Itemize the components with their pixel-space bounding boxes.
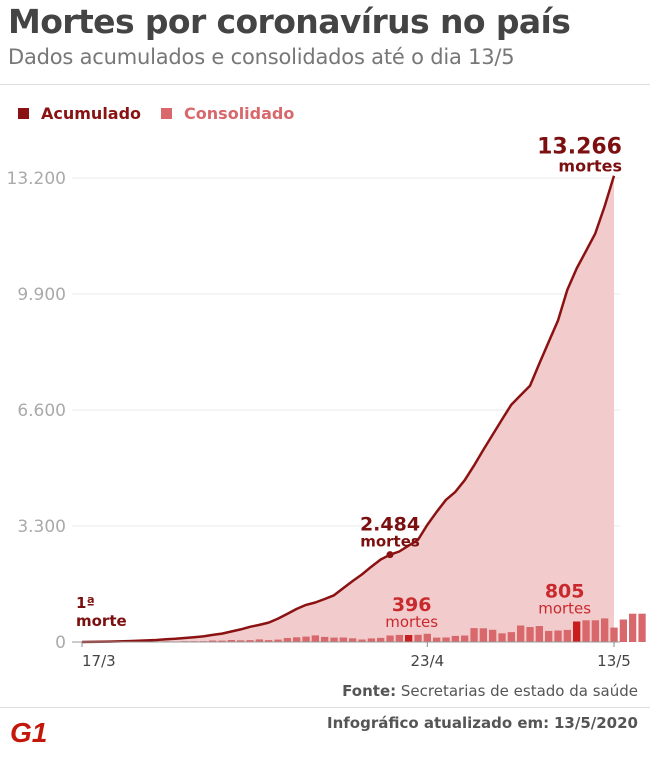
footer-divider — [0, 707, 650, 708]
consolidated-bar — [526, 627, 534, 642]
consolidated-bar — [283, 638, 291, 642]
consolidated-bar — [395, 634, 403, 642]
consolidated-bar — [629, 613, 637, 642]
header-divider — [0, 84, 650, 85]
legend-label-acumulado: Acumulado — [41, 104, 142, 123]
consolidated-bar — [302, 636, 310, 642]
consolidated-bar — [255, 639, 263, 642]
y-tick-label: 13.200 — [7, 169, 66, 189]
annotation-unit: mortes — [360, 533, 420, 551]
accumulated-line — [81, 175, 616, 644]
consolidated-bar — [311, 635, 319, 642]
legend-swatch-acumulado — [18, 108, 29, 119]
consolidated-bar — [237, 640, 245, 642]
chart-title: Mortes por coronavírus no país — [8, 2, 571, 41]
chart-legend: Acumulado Consolidado — [18, 104, 314, 123]
y-tick-label: 0 — [55, 633, 66, 653]
consolidated-bar — [265, 640, 273, 642]
source-text: Secretarias de estado da saúde — [400, 682, 638, 700]
x-tick-label: 13/5 — [597, 652, 631, 670]
annotation-value: 396 — [392, 594, 432, 616]
consolidated-bar — [610, 627, 618, 642]
legend-swatch-consolidado — [161, 108, 173, 119]
consolidated-bar — [423, 633, 431, 642]
consolidated-bar — [479, 628, 487, 642]
consolidated-bar — [293, 637, 301, 642]
consolidated-bar — [619, 619, 627, 642]
consolidated-bar — [582, 620, 590, 642]
g1-logo: G1 — [8, 716, 52, 748]
consolidated-bar — [274, 639, 282, 642]
annotation-value: 13.266 — [537, 135, 622, 160]
consolidated-bar — [601, 618, 609, 642]
consolidated-bar — [209, 640, 217, 642]
consolidated-bar — [470, 628, 478, 642]
annotation-unit: mortes — [538, 599, 591, 617]
legend-item-acumulado: Acumulado — [18, 104, 141, 123]
consolidated-bar — [367, 638, 375, 642]
consolidated-bar — [545, 630, 553, 642]
consolidated-bar-highlight — [405, 635, 413, 642]
consolidated-bar — [507, 632, 515, 642]
consolidated-bar — [414, 634, 422, 642]
consolidated-bar — [227, 640, 235, 642]
annotation-value: 2.484 — [360, 514, 420, 536]
y-tick-label: 3.300 — [17, 517, 66, 537]
legend-label-consolidado: Consolidado — [184, 104, 295, 123]
chart-subtitle: Dados acumulados e consolidados até o di… — [8, 45, 515, 69]
consolidated-bar — [517, 625, 525, 642]
consolidated-bar — [349, 638, 357, 642]
consolidated-bar — [321, 636, 329, 642]
consolidated-bar — [386, 635, 394, 642]
consolidated-bar — [330, 637, 338, 642]
updated-date: 13/5/2020 — [553, 714, 638, 732]
y-tick-label: 6.600 — [17, 401, 66, 421]
g1-logo-text: G1 — [10, 717, 47, 748]
consolidated-bar — [554, 630, 562, 642]
y-tick-label: 9.900 — [17, 285, 66, 305]
updated-label: Infográfico atualizado em: — [327, 714, 550, 732]
annotation-value: 805 — [545, 580, 585, 602]
consolidated-bar — [451, 635, 459, 642]
consolidated-bar — [358, 639, 366, 642]
annotation-first-death-ordinal: 1ª — [76, 594, 95, 612]
annotation-unit: mortes — [385, 613, 438, 631]
consolidated-bar — [442, 637, 450, 642]
accumulated-area — [82, 175, 614, 642]
legend-item-consolidado: Consolidado — [161, 104, 294, 123]
consolidated-bar — [461, 635, 469, 642]
consolidated-bar — [638, 613, 646, 642]
updated-note: Infográfico atualizado em: 13/5/2020 — [327, 714, 638, 732]
consolidated-bar — [498, 633, 506, 642]
x-tick-label: 17/3 — [82, 652, 116, 670]
consolidated-bar — [377, 637, 385, 642]
consolidated-bar — [433, 637, 441, 642]
x-tick-label: 23/4 — [410, 652, 444, 670]
source-note: Fonte: Secretarias de estado da saúde — [342, 682, 638, 700]
consolidated-bar — [535, 626, 543, 642]
consolidated-bar-highlight — [573, 621, 581, 642]
consolidated-bar — [489, 629, 497, 642]
accumulated-point-marker — [386, 551, 394, 559]
consolidated-bar — [339, 637, 347, 642]
annotation-unit: mortes — [558, 157, 622, 176]
consolidated-bar — [218, 640, 226, 642]
consolidated-bar — [563, 629, 571, 642]
annotation-first-death-label: morte — [76, 612, 127, 630]
consolidated-bar — [591, 620, 599, 642]
source-label: Fonte: — [342, 682, 397, 700]
consolidated-bar — [246, 640, 254, 642]
